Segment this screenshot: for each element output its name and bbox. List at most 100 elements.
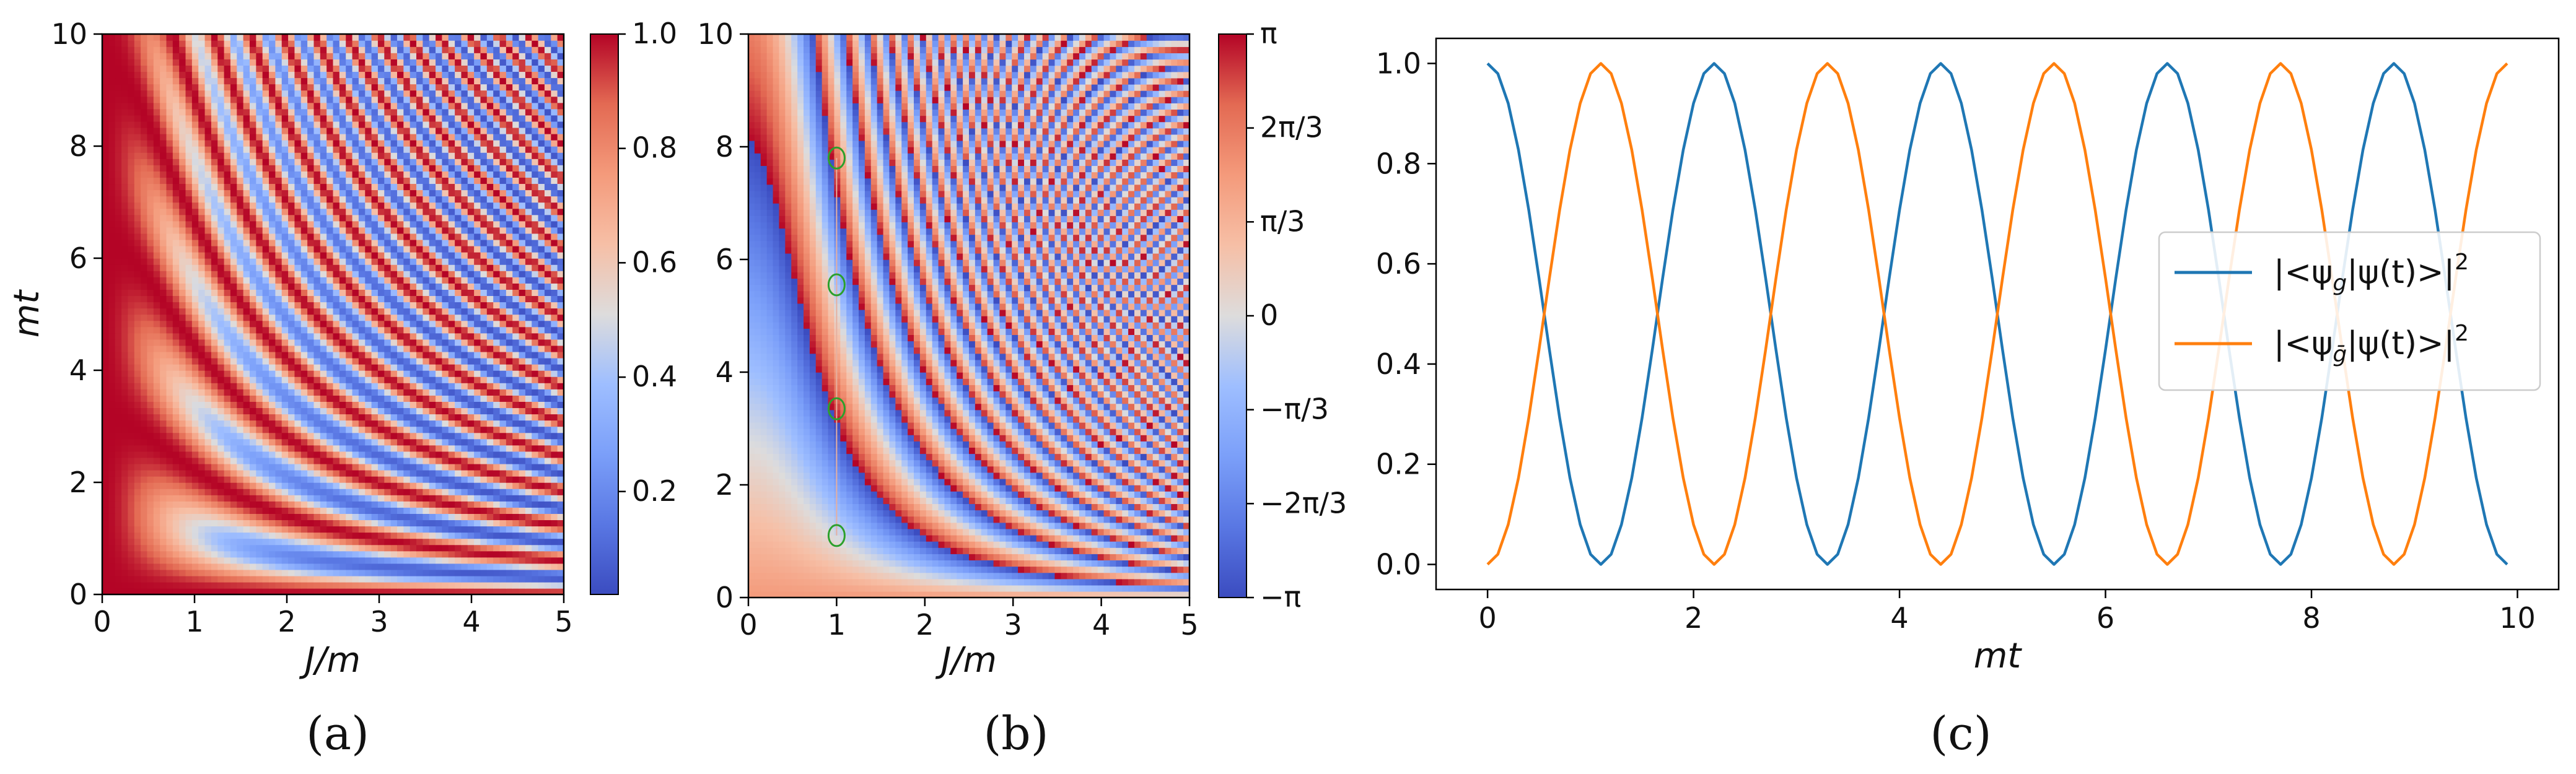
heatmap-a-cell — [185, 407, 193, 415]
heatmap-a-cell — [346, 295, 353, 303]
heatmap-a-cell — [333, 283, 340, 290]
heatmap-a-cell — [377, 370, 385, 377]
heatmap-a-cell — [204, 476, 212, 483]
heatmap-a-cell — [525, 482, 532, 489]
heatmap-a-cell — [141, 258, 148, 265]
heatmap-a-cell — [448, 245, 455, 253]
heatmap-a-cell — [455, 432, 462, 440]
heatmap-a-cell — [243, 277, 250, 284]
heatmap-a-cell — [506, 501, 513, 508]
heatmap-a-cell — [198, 302, 206, 309]
heatmap-a-cell — [371, 482, 379, 489]
heatmap-a-cell — [525, 333, 532, 340]
heatmap-a-cell — [237, 469, 244, 477]
heatmap-a-cell — [384, 314, 392, 321]
heatmap-a-cell — [134, 501, 141, 508]
heatmap-a-cell — [204, 420, 212, 427]
heatmap-a-cell — [326, 283, 334, 290]
heatmap-a-cell — [416, 339, 424, 346]
heatmap-a-cell — [179, 532, 186, 539]
heatmap-a-cell — [467, 258, 475, 265]
heatmap-a-cell — [352, 501, 359, 508]
heatmap-a-cell — [211, 351, 218, 359]
heatmap-a-cell — [147, 532, 154, 539]
heatmap-a-cell — [166, 544, 173, 552]
heatmap-a-cell — [455, 438, 462, 446]
heatmap-a-cell — [442, 550, 449, 558]
heatmap-a-cell — [544, 333, 552, 340]
heatmap-a-cell — [557, 220, 564, 228]
heatmap-a-cell — [525, 489, 532, 495]
heatmap-a-cell — [532, 189, 539, 197]
heatmap-a-cell — [499, 432, 507, 440]
heatmap-a-cell — [377, 407, 385, 415]
heatmap-a-cell — [339, 538, 346, 546]
heatmap-a-cell — [377, 532, 385, 539]
heatmap-a-cell — [551, 357, 558, 365]
heatmap-a-cell — [384, 208, 392, 215]
heatmap-a-cell — [442, 557, 449, 564]
heatmap-a-cell — [134, 463, 141, 471]
heatmap-a-cell — [365, 563, 372, 570]
heatmap-a-cell — [390, 414, 398, 421]
heatmap-a-cell — [467, 376, 475, 383]
heatmap-a-cell — [486, 495, 494, 502]
heatmap-a-cell — [416, 214, 424, 222]
heatmap-a-cell — [230, 208, 237, 215]
heatmap-a-cell — [128, 258, 135, 265]
heatmap-a-cell — [147, 264, 154, 271]
heatmap-a-cell — [294, 320, 302, 328]
heatmap-a-cell — [390, 557, 398, 564]
heatmap-a-cell — [506, 333, 513, 340]
heatmap-a-cell — [160, 550, 167, 558]
heatmap-a-cell — [333, 171, 340, 178]
heatmap-a-cell — [115, 563, 122, 570]
heatmap-a-cell — [403, 557, 411, 564]
heatmap-a-cell — [486, 245, 494, 253]
heatmap-a-cell — [249, 414, 257, 421]
heatmap-a-cell — [237, 532, 244, 539]
heatmap-a-cell — [185, 445, 193, 452]
heatmap-a-cell — [191, 575, 199, 583]
heatmap-a-cell — [281, 357, 289, 365]
heatmap-a-cell — [551, 457, 558, 464]
heatmap-a-cell — [134, 445, 141, 452]
heatmap-a-cell — [390, 289, 398, 297]
heatmap-a-cell — [551, 575, 558, 583]
heatmap-a-cell — [538, 183, 545, 191]
heatmap-a-cell — [339, 264, 346, 271]
heatmap-a-cell — [544, 445, 552, 452]
heatmap-a-cell — [102, 177, 110, 185]
heatmap-a-cell — [455, 351, 462, 359]
heatmap-a-cell — [307, 550, 315, 558]
heatmap-a-cell — [313, 401, 321, 409]
heatmap-a-cell — [102, 165, 110, 172]
heatmap-a-cell — [396, 308, 405, 315]
heatmap-a-cell — [423, 351, 430, 359]
heatmap-a-cell — [352, 383, 359, 389]
heatmap-a-cell — [217, 295, 225, 303]
heatmap-a-cell — [455, 463, 462, 471]
heatmap-a-cell — [217, 258, 225, 265]
heatmap-a-cell — [249, 395, 257, 402]
heatmap-a-cell — [128, 489, 135, 495]
heatmap-a-cell — [134, 165, 141, 172]
heatmap-a-cell — [442, 220, 449, 228]
heatmap-a-cell — [185, 220, 193, 228]
heatmap-a-cell — [455, 482, 462, 489]
heatmap-a-cell — [243, 258, 250, 265]
heatmap-a-cell — [403, 520, 411, 527]
heatmap-a-cell — [166, 177, 173, 185]
heatmap-a-cell — [275, 482, 283, 489]
heatmap-a-cell — [224, 357, 231, 365]
heatmap-a-cell — [249, 183, 257, 191]
heatmap-a-cell — [326, 401, 334, 409]
heatmap-a-cell — [262, 581, 269, 589]
heatmap-a-cell — [211, 395, 218, 402]
heatmap-a-cell — [499, 538, 507, 546]
heatmap-a-cell — [294, 357, 302, 365]
heatmap-a-cell — [346, 196, 353, 203]
heatmap-a-cell — [436, 550, 443, 558]
heatmap-a-cell — [275, 389, 283, 396]
heatmap-a-cell — [128, 220, 135, 228]
